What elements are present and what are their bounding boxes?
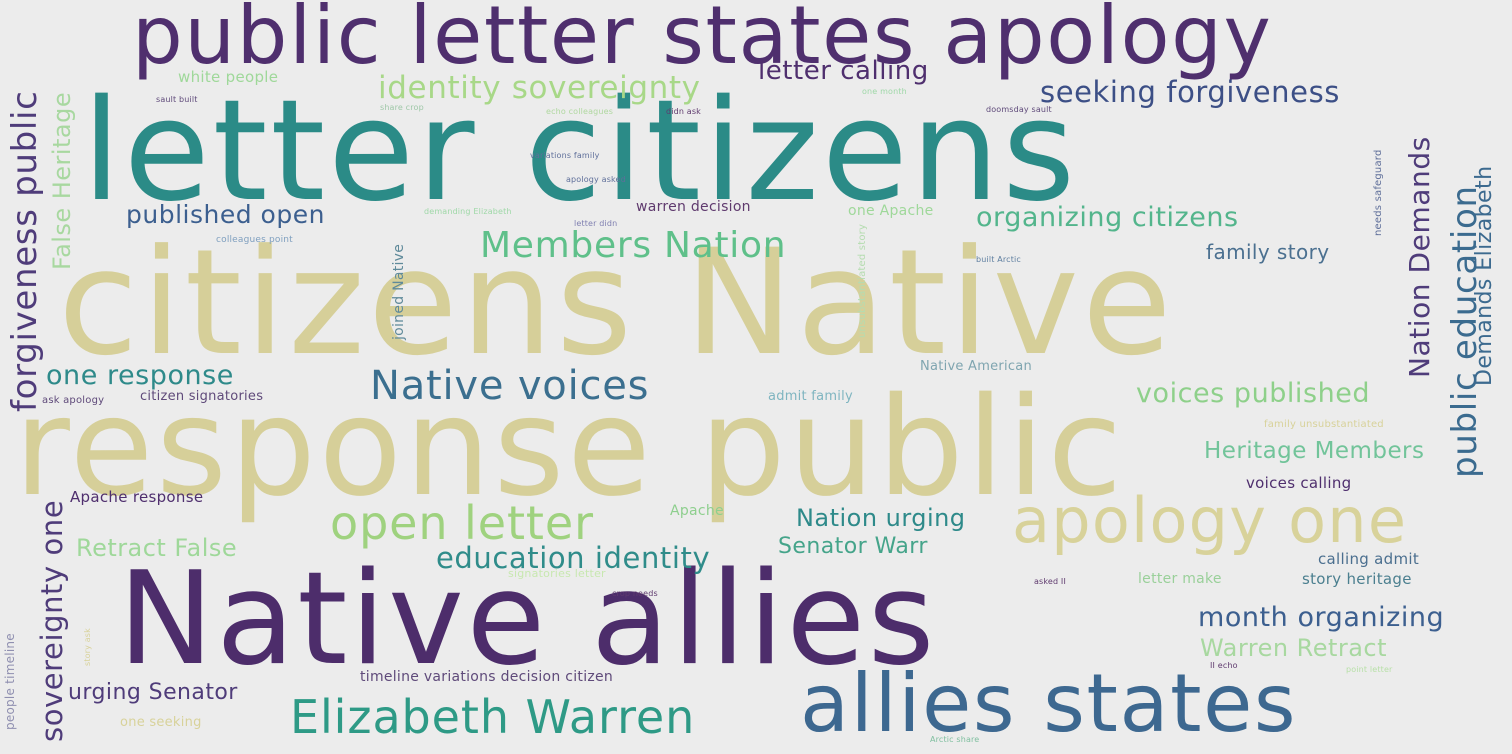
word: Apache response	[70, 488, 204, 506]
word: identity sovereignty	[378, 70, 701, 106]
word: response public	[14, 369, 1125, 527]
word: month organizing	[1198, 602, 1445, 633]
word: white people	[178, 68, 279, 86]
word-vertical: story ask	[83, 628, 92, 666]
word: letter citizens	[82, 70, 1078, 233]
word: sault built	[156, 95, 198, 104]
word: one Apache	[848, 203, 934, 219]
word: letter didn	[574, 219, 618, 228]
word: education identity	[436, 541, 711, 575]
word: Nation urging	[796, 504, 966, 532]
word: ask apology	[42, 395, 105, 406]
word: Arctic share	[930, 735, 980, 744]
word: share crop	[380, 103, 424, 112]
word: public letter states apology	[132, 0, 1273, 82]
word: Warren Retract	[1200, 634, 1387, 662]
word: warren decision	[636, 199, 751, 215]
word: voices published	[1136, 378, 1371, 409]
word: Native voices	[370, 363, 650, 409]
word: asked II	[1034, 577, 1066, 586]
word: Native allies	[118, 545, 937, 694]
word: open letter	[330, 496, 594, 550]
word: seeking forgiveness	[1040, 75, 1340, 109]
word-vertical: joined Native	[391, 243, 407, 340]
word: Senator Warr	[778, 534, 928, 559]
word: urging Senator	[68, 680, 238, 705]
word-vertical: False Heritage	[48, 91, 76, 270]
word: timeline variations decision citizen	[360, 669, 614, 685]
word: Members Nation	[480, 225, 787, 266]
word: letter calling	[758, 56, 929, 86]
word-vertical: Demands Elizabeth	[1472, 165, 1497, 386]
word: one seeking	[120, 715, 202, 730]
word-vertical: Nation Demands	[1403, 136, 1436, 378]
word: didn ask	[666, 107, 701, 116]
word: point letter	[1346, 665, 1393, 674]
word: allies states	[800, 657, 1298, 750]
word: colleagues point	[216, 235, 293, 245]
word: doomsday sault	[986, 105, 1052, 114]
word-vertical: sovereignty one	[35, 499, 69, 742]
word: story heritage	[1302, 570, 1412, 588]
word: variations family	[530, 151, 600, 160]
word-vertical: unsubstantiated story	[857, 223, 868, 338]
word: organizing citizens	[976, 202, 1239, 233]
word: Apache	[670, 503, 724, 519]
word: one month	[862, 87, 907, 96]
word-vertical: needs safeguard	[1373, 149, 1384, 237]
word: apology asked	[566, 175, 626, 184]
word: demanding Elizabeth	[424, 207, 512, 216]
word: signatories letter	[508, 567, 606, 580]
word: family story	[1206, 240, 1330, 264]
word: II echo	[1210, 661, 1238, 670]
word: calling admit	[1318, 550, 1420, 568]
word: published open	[126, 200, 325, 229]
word: echo colleagues	[546, 107, 614, 116]
word: citizen signatories	[140, 389, 264, 404]
word: family unsubstantiated	[1264, 419, 1384, 430]
word: Heritage Members	[1204, 438, 1425, 464]
word: one response	[46, 360, 234, 391]
word: built Arctic	[976, 255, 1021, 264]
word: Elizabeth Warren	[290, 690, 696, 744]
word: admit family	[768, 389, 853, 404]
word: voices calling	[1246, 474, 1352, 492]
word-vertical: forgiveness public	[5, 90, 45, 412]
word: letter make	[1138, 571, 1222, 587]
word: citizens Native	[58, 218, 1175, 388]
word: crop needs	[612, 589, 658, 598]
word: Retract False	[76, 534, 238, 562]
word: Native American	[920, 359, 1032, 374]
word: apology one	[1012, 484, 1408, 557]
word-vertical: people timeline	[3, 633, 17, 730]
